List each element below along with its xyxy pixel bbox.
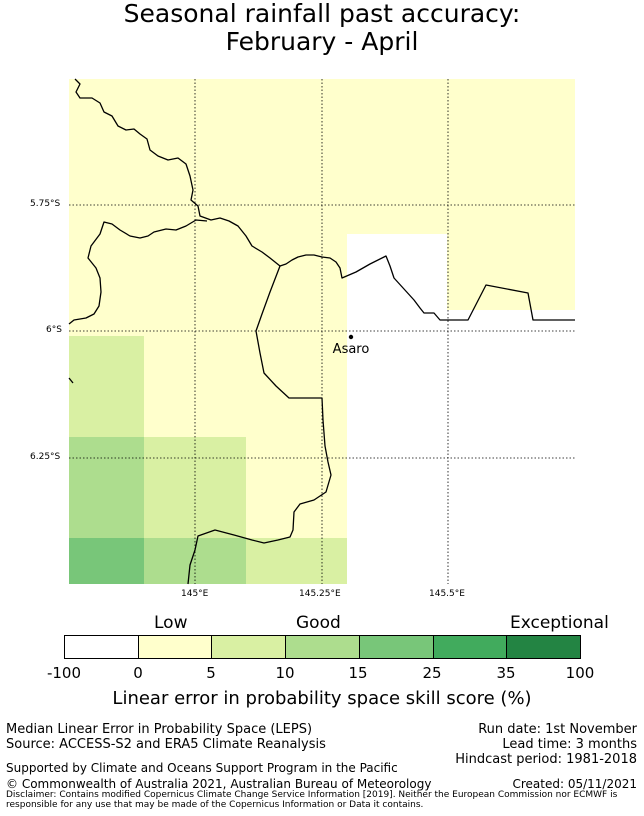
colorbar-tick-label: 0 [133, 664, 143, 682]
colorbar-swatch [137, 635, 213, 659]
colorbar-tick-label: 15 [348, 664, 368, 682]
lat-tick-label: 6.25°S [30, 452, 61, 462]
footer-disclaimer: Disclaimer: Contains modified Copernicus… [6, 790, 618, 810]
skill-grid [69, 79, 575, 584]
colorbar-swatch [285, 635, 360, 659]
map-panel: Asaro [68, 78, 575, 585]
footer-run-date: Run date: 1st November [478, 722, 637, 737]
town-marker [348, 334, 354, 340]
colorbar-tick-label: 5 [206, 664, 216, 682]
grid-cell-nodata [347, 336, 575, 584]
colorbar-category-exceptional: Exceptional [510, 613, 609, 633]
lon-tick-label: 145.25°E [299, 589, 341, 599]
lat-tick-label: 5.75°S [30, 199, 61, 209]
colorbar-category-low: Low [154, 613, 188, 633]
colorbar-tick-label: 35 [496, 664, 516, 682]
province-boundaries [68, 78, 575, 585]
footer-hindcast-period: Hindcast period: 1981-2018 [455, 752, 637, 767]
grid-cell-best [69, 538, 144, 584]
colorbar-label: Linear error in probability space skill … [112, 688, 532, 709]
colorbar-tick-label: 100 [565, 664, 595, 682]
footer-copyright: © Commonwealth of Australia 2021, Austra… [6, 777, 432, 791]
colorbar-swatch [64, 635, 139, 659]
grid-cell-good [69, 336, 144, 437]
grid-cell-good [246, 538, 347, 584]
colorbar-swatch [358, 635, 434, 659]
boundary-line [187, 265, 332, 585]
colorbar-category-good: Good [296, 613, 341, 633]
colorbar-tick-label: -100 [46, 664, 82, 682]
grid-cell-nodata [347, 234, 447, 336]
colorbar-swatch [432, 635, 508, 659]
lon-tick-label: 145°E [181, 589, 209, 599]
boundary-line [68, 377, 74, 384]
colorbar-swatch [211, 635, 287, 659]
footer-lead-time: Lead time: 3 months [502, 737, 637, 752]
grid-cell-good [144, 437, 246, 538]
lon-tick-label: 145.5°E [429, 589, 465, 599]
colorbar-swatch [506, 635, 581, 659]
map-title-line1: Seasonal rainfall past accuracy: [123, 0, 521, 28]
colorbar-tick-label: 25 [422, 664, 442, 682]
footer-support: Supported by Climate and Oceans Support … [6, 761, 398, 775]
map-title-line2: February - April [225, 27, 419, 56]
graticule [69, 79, 575, 584]
boundary-line [68, 219, 208, 325]
footer-source: Source: ACCESS-S2 and ERA5 Climate Reana… [6, 737, 326, 752]
footer-created: Created: 05/11/2021 [512, 777, 637, 791]
lat-tick-label: 6°S [46, 325, 62, 335]
colorbar-tick-label: 10 [275, 664, 295, 682]
boundary-line [74, 78, 575, 321]
grid-cell-nodata [447, 310, 575, 336]
town-label: Asaro [333, 342, 370, 357]
grid-cell-better [69, 437, 144, 538]
footer-method: Median Linear Error in Probability Space… [6, 722, 313, 737]
